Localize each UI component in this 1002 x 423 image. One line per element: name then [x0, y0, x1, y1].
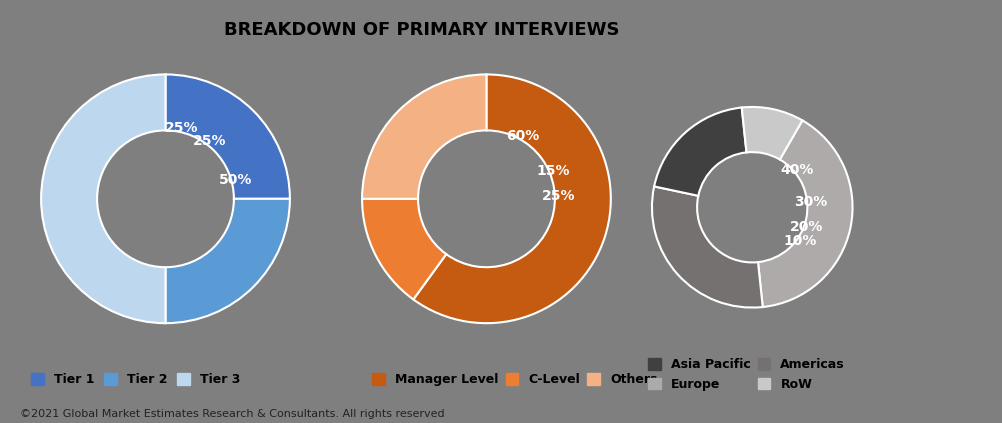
Text: 20%: 20%: [790, 220, 823, 234]
Legend: Tier 1, Tier 2, Tier 3: Tier 1, Tier 2, Tier 3: [26, 368, 244, 391]
Text: 60%: 60%: [505, 129, 539, 143]
Wedge shape: [362, 199, 446, 299]
Wedge shape: [651, 187, 762, 308]
Wedge shape: [165, 74, 290, 199]
Text: 40%: 40%: [780, 163, 813, 177]
Wedge shape: [758, 121, 852, 307]
Text: 25%: 25%: [164, 121, 197, 135]
Wedge shape: [653, 107, 745, 196]
Text: 25%: 25%: [541, 189, 575, 203]
Wedge shape: [413, 74, 610, 323]
Legend: Asia Pacific, Europe, Americas, RoW: Asia Pacific, Europe, Americas, RoW: [642, 353, 849, 396]
Text: 25%: 25%: [192, 135, 226, 148]
Text: 50%: 50%: [218, 173, 252, 187]
Text: 10%: 10%: [783, 234, 816, 248]
Text: 15%: 15%: [536, 164, 569, 178]
Legend: Manager Level, C-Level, Others: Manager Level, C-Level, Others: [367, 368, 661, 391]
Wedge shape: [741, 107, 802, 159]
Wedge shape: [41, 74, 165, 323]
Text: BREAKDOWN OF PRIMARY INTERVIEWS: BREAKDOWN OF PRIMARY INTERVIEWS: [223, 21, 618, 39]
Wedge shape: [362, 74, 486, 199]
Text: 30%: 30%: [793, 195, 826, 209]
Wedge shape: [165, 199, 290, 323]
Text: ©2021 Global Market Estimates Research & Consultants. All rights reserved: ©2021 Global Market Estimates Research &…: [20, 409, 444, 419]
